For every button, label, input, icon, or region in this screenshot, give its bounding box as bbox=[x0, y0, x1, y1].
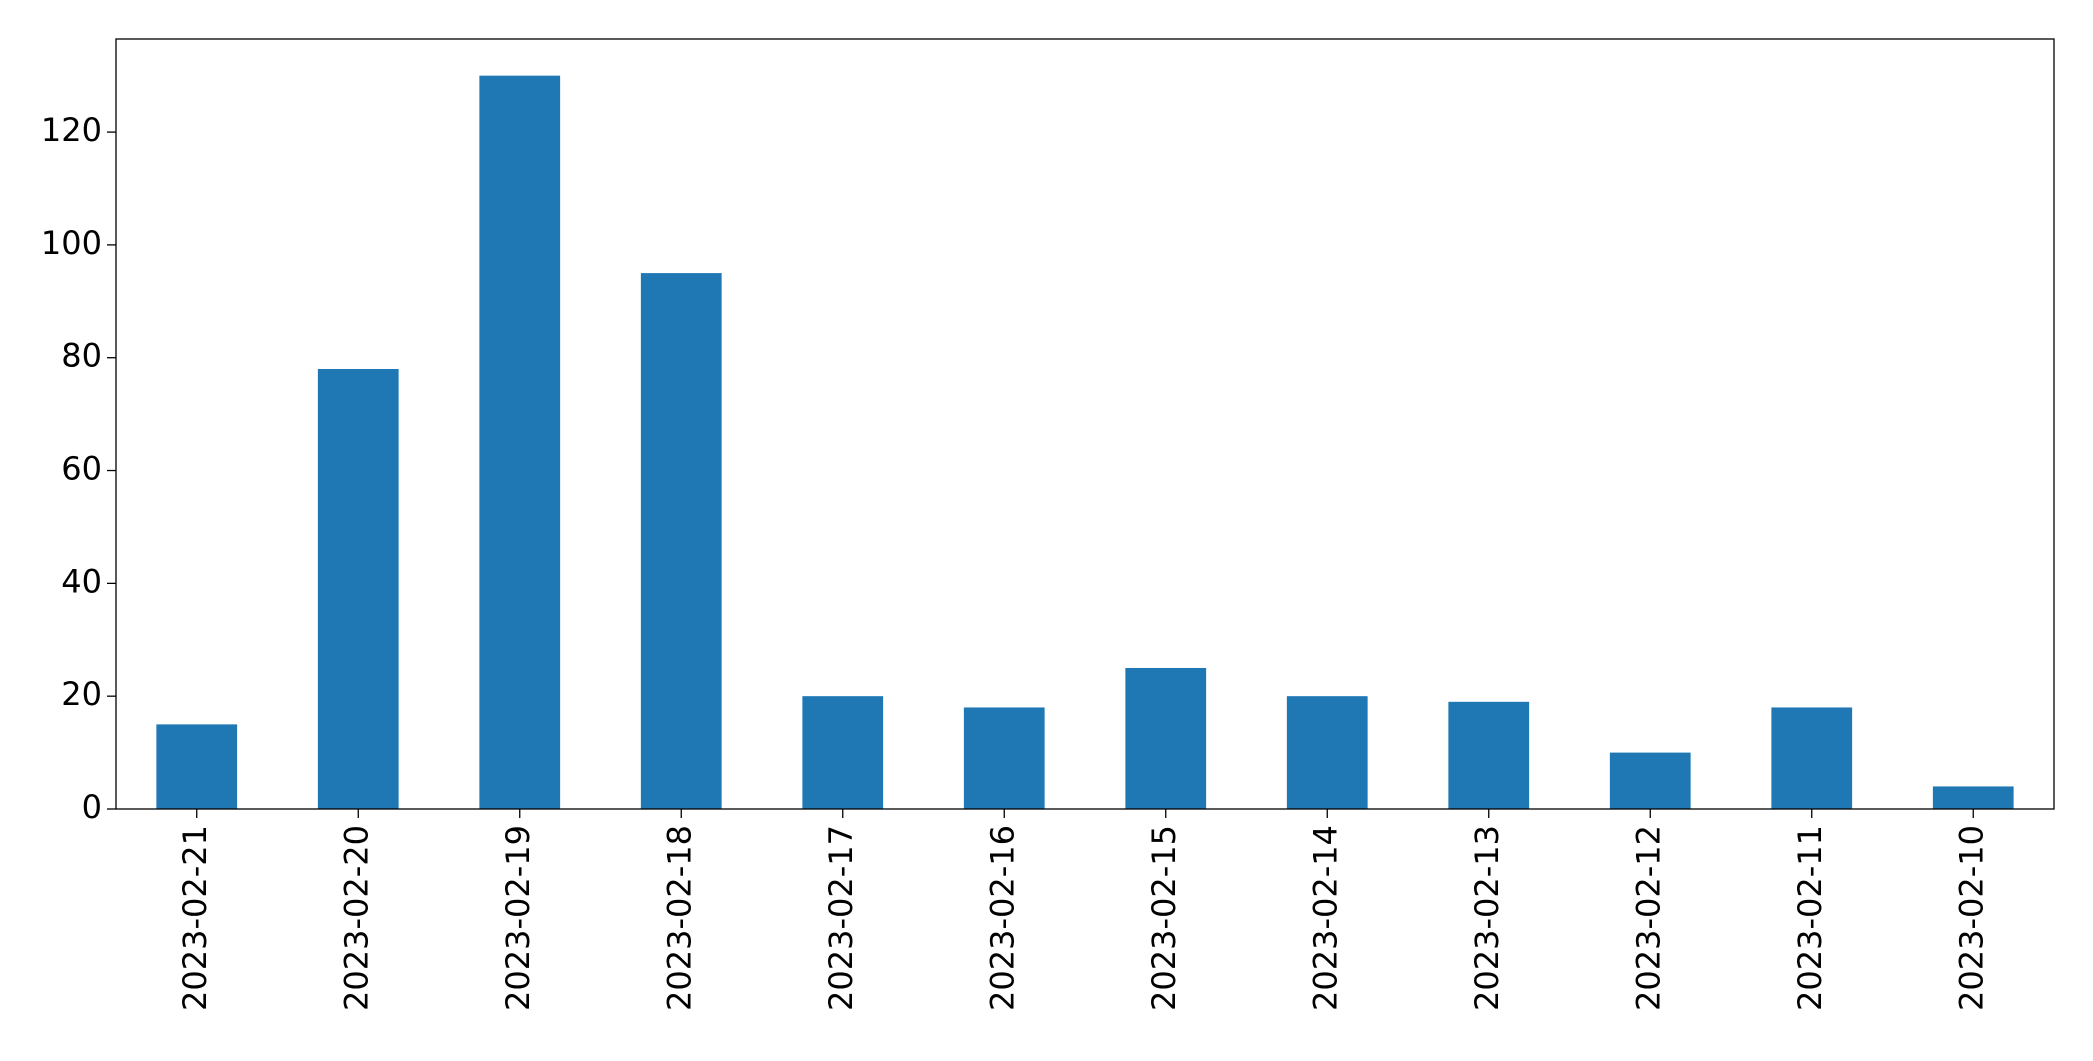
x-tick-label: 2023-02-12 bbox=[1629, 825, 1667, 1011]
y-tick-label: 80 bbox=[61, 337, 102, 375]
bar bbox=[640, 273, 722, 810]
x-tick-label: 2023-02-10 bbox=[1952, 825, 1990, 1011]
bar bbox=[1932, 786, 2014, 809]
x-tick-label: 2023-02-13 bbox=[1468, 825, 1506, 1011]
bar bbox=[802, 696, 884, 809]
bar bbox=[1286, 696, 1368, 809]
y-tick-label: 120 bbox=[41, 111, 102, 149]
bar bbox=[1448, 701, 1530, 809]
bar bbox=[317, 369, 399, 809]
x-tick-label: 2023-02-20 bbox=[337, 825, 375, 1011]
x-tick-label: 2023-02-21 bbox=[176, 825, 214, 1011]
y-tick-label: 0 bbox=[82, 788, 102, 826]
x-tick-label: 2023-02-14 bbox=[1306, 825, 1344, 1011]
bar bbox=[156, 724, 238, 809]
x-tick-label: 2023-02-15 bbox=[1145, 825, 1183, 1011]
x-tick-label: 2023-02-18 bbox=[660, 825, 698, 1011]
y-tick-label: 100 bbox=[41, 224, 102, 262]
y-tick-label: 20 bbox=[61, 675, 102, 713]
y-tick-label: 60 bbox=[61, 450, 102, 488]
y-tick-label: 40 bbox=[61, 562, 102, 600]
bar bbox=[479, 75, 561, 809]
bar bbox=[963, 707, 1045, 809]
x-tick-label: 2023-02-11 bbox=[1791, 825, 1829, 1011]
bar bbox=[1609, 752, 1691, 809]
bar bbox=[1771, 707, 1853, 809]
x-tick-label: 2023-02-19 bbox=[499, 825, 537, 1011]
plot-frame bbox=[115, 38, 2055, 810]
bar bbox=[1125, 667, 1207, 809]
x-tick-label: 2023-02-17 bbox=[822, 825, 860, 1011]
x-tick-label: 2023-02-16 bbox=[983, 825, 1021, 1011]
